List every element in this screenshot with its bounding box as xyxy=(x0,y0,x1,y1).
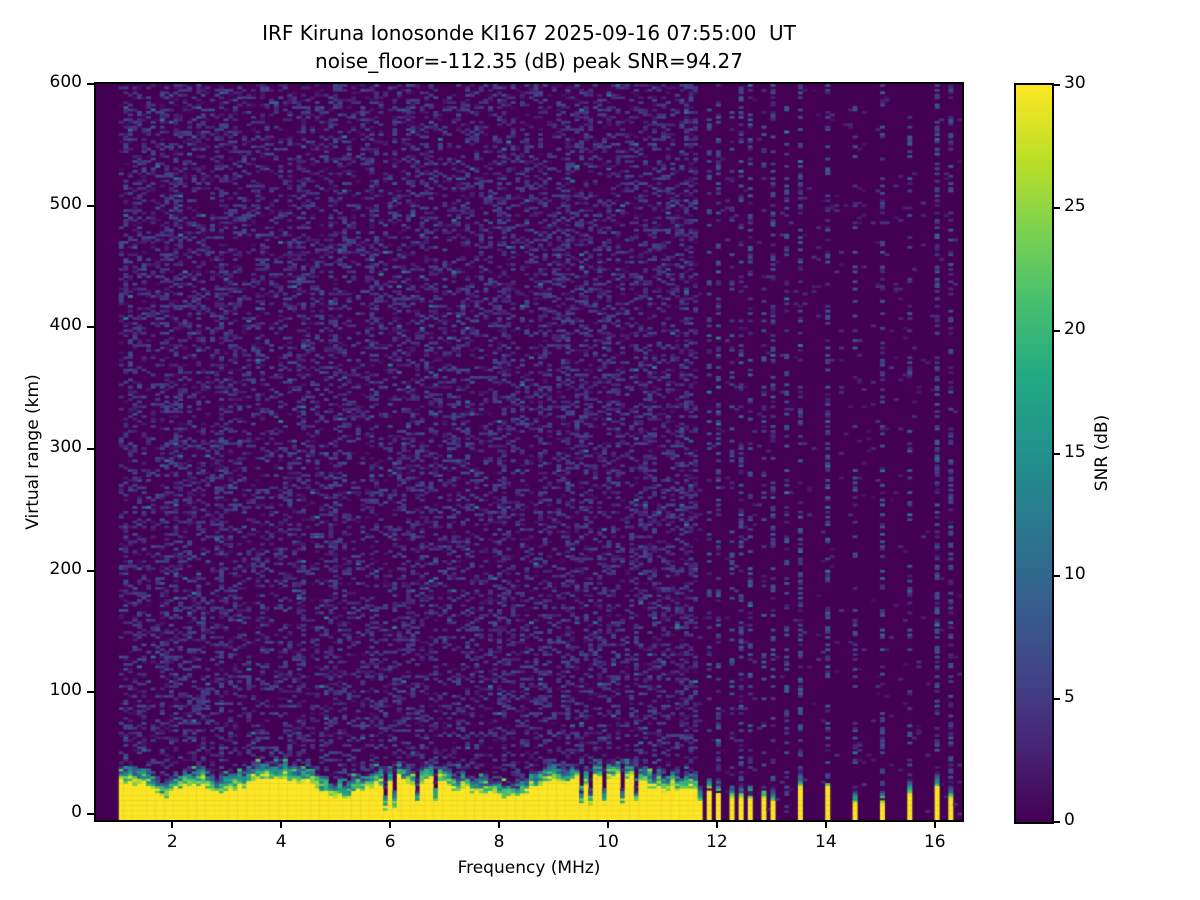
x-axis-tick-label: 12 xyxy=(706,832,728,852)
x-axis-tick xyxy=(933,821,936,828)
colorbar-gradient-canvas xyxy=(1016,85,1052,822)
colorbar-tick xyxy=(1054,698,1060,701)
colorbar-tick-label: 25 xyxy=(1064,195,1086,216)
chart-title-line2: noise_floor=-112.35 (dB) peak SNR=94.27 xyxy=(315,49,743,73)
x-axis-tick-label: 8 xyxy=(493,832,505,852)
y-axis-tick-label: 500 xyxy=(49,193,82,214)
x-axis-tick xyxy=(171,821,174,828)
colorbar-tick-label: 5 xyxy=(1064,687,1075,708)
colorbar-tick-label: 0 xyxy=(1064,810,1075,830)
colorbar-tick xyxy=(1054,206,1060,209)
colorbar-tick xyxy=(1054,821,1060,823)
x-axis-tick-label: 10 xyxy=(597,832,619,852)
y-axis-tick xyxy=(87,83,94,85)
y-axis-tick-label: 400 xyxy=(49,315,82,336)
x-axis-tick xyxy=(389,821,392,828)
colorbar-tick xyxy=(1054,84,1060,86)
colorbar-tick-label: 30 xyxy=(1064,73,1086,93)
x-axis-tick-label: 16 xyxy=(923,832,946,852)
colorbar-tick xyxy=(1054,575,1060,578)
ionogram-heatmap-canvas xyxy=(96,84,962,820)
y-axis-tick xyxy=(87,204,94,207)
y-axis-tick xyxy=(87,812,94,815)
x-axis-tick xyxy=(715,821,718,828)
y-axis-tick xyxy=(87,691,94,694)
y-axis-tick xyxy=(87,569,94,572)
y-axis-label: Virtual range (km) xyxy=(23,374,43,530)
colorbar-frame xyxy=(1014,83,1054,824)
x-axis-tick xyxy=(606,821,609,828)
x-axis-tick-label: 14 xyxy=(815,832,837,852)
x-axis-tick-label: 6 xyxy=(384,832,396,852)
colorbar-tick xyxy=(1054,329,1060,332)
y-axis-tick-label: 300 xyxy=(49,436,82,457)
chart-title-line1: IRF Kiruna Ionosonde KI167 2025-09-16 07… xyxy=(262,21,796,45)
plot-area-frame xyxy=(94,82,964,822)
x-axis-tick xyxy=(498,821,501,828)
y-axis-tick-label: 0 xyxy=(71,801,82,822)
x-axis-label: Frequency (MHz) xyxy=(457,858,601,878)
x-axis-tick-label: 2 xyxy=(166,832,178,852)
colorbar-tick-label: 15 xyxy=(1064,441,1086,462)
colorbar-label: SNR (dB) xyxy=(1092,414,1112,492)
x-axis-tick xyxy=(280,821,283,828)
y-axis-tick-label: 200 xyxy=(49,558,82,579)
colorbar-tick-label: 10 xyxy=(1064,564,1086,585)
y-axis-tick xyxy=(87,326,94,329)
x-axis-tick xyxy=(824,821,827,828)
x-axis-tick-label: 4 xyxy=(275,832,287,852)
y-axis-tick-label: 100 xyxy=(49,680,82,701)
colorbar-tick xyxy=(1054,452,1060,455)
y-axis-tick xyxy=(87,447,94,450)
colorbar-tick-label: 20 xyxy=(1064,318,1086,339)
y-axis-tick-label: 600 xyxy=(49,72,82,92)
